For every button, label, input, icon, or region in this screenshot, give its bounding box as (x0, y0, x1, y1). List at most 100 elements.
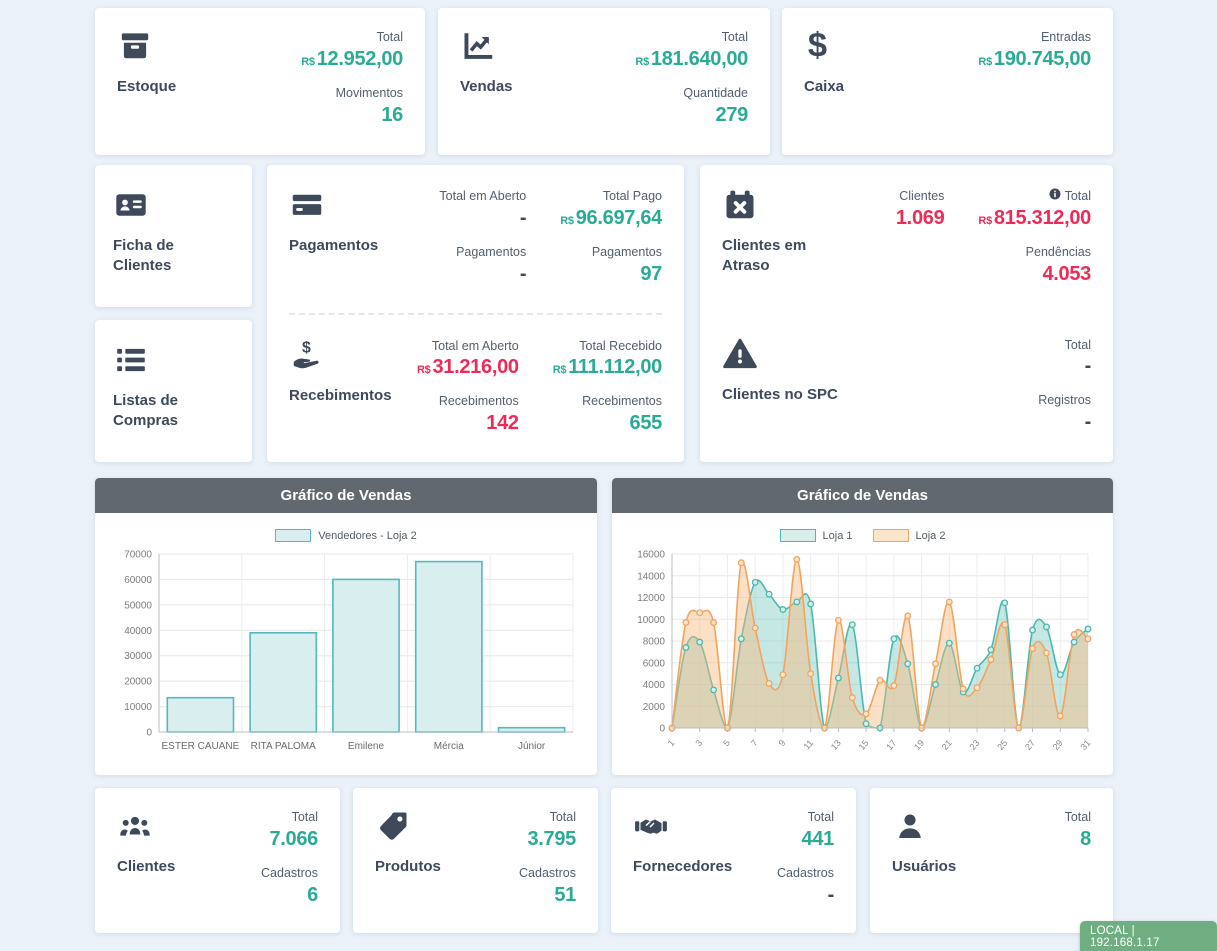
stat-value: 3.795 (527, 827, 576, 850)
card-title: Clientes (117, 858, 176, 875)
stat-movimentos: Movimentos 16 (335, 85, 404, 126)
stat-value: 441 (801, 827, 835, 850)
card-fornecedores[interactable]: Fornecedores Total 441 Cadastros - (611, 788, 856, 933)
stat-value: R$ 31.216,00 (416, 356, 519, 379)
stat-total: Total 8 (1064, 810, 1092, 850)
card-title: Listas de Compras (113, 392, 179, 429)
svg-text:50000: 50000 (124, 600, 152, 611)
svg-text:13: 13 (828, 738, 842, 752)
users-icon (117, 808, 207, 844)
stat-cadastros: Cadastros 51 (519, 865, 576, 906)
stat-value: R$ 96.697,64 (560, 206, 662, 229)
stat-value: - (519, 206, 527, 229)
stat-pendencias: Pendências 4.053 (1025, 244, 1092, 285)
svg-text:6000: 6000 (642, 658, 665, 669)
list-icon (113, 342, 234, 378)
stat-clientes: Clientes 1.069 (895, 189, 945, 229)
legend-swatch (779, 529, 816, 542)
card-estoque[interactable]: Estoque Total R$ 12.952,00 Movimentos 16 (95, 8, 425, 155)
card-title: Caixa (804, 78, 845, 95)
stat-value: - (1084, 411, 1092, 433)
legend-item: Loja 2 (872, 529, 946, 542)
svg-text:ESTER CAUANE: ESTER CAUANE (162, 741, 240, 752)
svg-text:23: 23 (967, 738, 981, 752)
card-title: Pagamentos (289, 237, 379, 254)
stat-total-em-aberto: Total em Aberto R$ 31.216,00 (416, 338, 519, 379)
svg-text:Júnior: Júnior (518, 741, 546, 752)
stat-pagamentos-count: Pagamentos 97 (591, 244, 662, 285)
legend-label: Loja 1 (822, 529, 853, 542)
stat-value: 6 (307, 883, 318, 906)
svg-text:9: 9 (776, 738, 787, 748)
handshake-icon (633, 808, 743, 844)
svg-text:70000: 70000 (124, 550, 152, 561)
info-icon (1049, 187, 1061, 206)
id-card-icon (113, 187, 234, 223)
section-recebimentos: $ Recebimentos Total em Aberto R$ 31.216,… (289, 315, 662, 463)
card-clientes[interactable]: Clientes Total 7.066 Cadastros 6 (95, 788, 340, 933)
card-title: Usuários (892, 858, 957, 875)
card-title: Estoque (117, 78, 177, 95)
svg-text:10000: 10000 (124, 702, 152, 713)
stat-value: 655 (629, 412, 663, 434)
svg-text:5: 5 (721, 738, 732, 748)
legend-item: Loja 1 (779, 529, 853, 542)
card-pagamentos-recebimentos[interactable]: Pagamentos Total em Aberto - Pagamentos … (267, 165, 684, 462)
bar-chart: 0 10000 20000 30000 40000 50000 60000 70000 ESTE… (124, 550, 574, 752)
svg-text:40000: 40000 (124, 626, 152, 637)
hand-holding-dollar-icon: $ (289, 337, 407, 373)
stat-total-atraso: Total R$ 815.312,00 (978, 187, 1091, 231)
stat-value: 279 (715, 103, 749, 126)
local-badge: LOCAL | 192.168.1.17 (1080, 921, 1217, 951)
stat-value: 1.069 (895, 206, 945, 229)
card-usuarios[interactable]: Usuários Total 8 (870, 788, 1113, 933)
warning-icon (722, 336, 840, 372)
card-caixa[interactable]: $ Caixa Entradas R$ 190.745,00 (782, 8, 1113, 155)
section-pagamentos: Pagamentos Total em Aberto - Pagamentos … (289, 165, 662, 313)
stat-total: Total R$ 12.952,00 (301, 30, 403, 70)
legend-label: Loja 2 (915, 529, 946, 542)
stat-total: Total 7.066 (269, 810, 318, 850)
stat-cadastros: Cadastros 6 (261, 865, 318, 906)
stat-value: - (827, 883, 835, 906)
card-title: Recebimentos (289, 386, 392, 404)
calendar-x-icon (722, 187, 852, 223)
stat-total-pago: Total Pago R$ 96.697,64 (560, 189, 662, 229)
divider (289, 312, 662, 315)
stat-value: 7.066 (269, 827, 318, 850)
stat-label: Total (1049, 187, 1091, 206)
legend-swatch (872, 529, 909, 542)
svg-text:Emilene: Emilene (348, 741, 385, 752)
stat-value: 97 (640, 262, 662, 285)
card-vendas[interactable]: Vendas Total R$ 181.640,00 Quantidade 279 (438, 8, 770, 155)
chart-card-vendedores: Gráfico de Vendas Vendedores - Loja 2 0 1… (95, 478, 597, 775)
svg-text:25: 25 (995, 738, 1009, 752)
svg-text:0: 0 (659, 724, 665, 735)
chart-legend: Loja 1 Loja 2 (620, 529, 1105, 542)
stat-value: 142 (486, 412, 519, 434)
svg-text:7: 7 (748, 738, 759, 748)
section-clientes-em-atraso: Clientes em Atraso Clientes 1.069 Total (722, 165, 1091, 314)
stat-entradas: Entradas R$ 190.745,00 (978, 30, 1091, 70)
svg-text:17: 17 (884, 738, 898, 752)
card-produtos[interactable]: Produtos Total 3.795 Cadastros 51 (353, 788, 598, 933)
stat-value: - (1084, 355, 1092, 378)
card-atraso-spc[interactable]: Clientes em Atraso Clientes 1.069 Total (700, 165, 1113, 462)
svg-text:11: 11 (801, 738, 815, 752)
card-ficha-de-clientes[interactable]: Ficha de Clientes (95, 165, 252, 307)
stat-value: R$ 815.312,00 (978, 206, 1091, 229)
svg-text:12000: 12000 (637, 593, 665, 604)
chart-line-icon (460, 28, 578, 64)
stat-total-em-aberto: Total em Aberto - (439, 189, 527, 229)
section-clientes-no-spc: Clientes no SPC Total - Registros - (722, 314, 1091, 463)
card-title: Ficha de Clientes (113, 237, 174, 274)
card-listas-de-compras[interactable]: Listas de Compras (95, 320, 252, 462)
svg-text:21: 21 (939, 738, 953, 752)
chart-header: Gráfico de Vendas (612, 478, 1113, 513)
credit-card-icon (289, 187, 407, 223)
stat-value: R$ 181.640,00 (635, 47, 748, 70)
stat-total: Total R$ 181.640,00 (635, 30, 748, 70)
chart-title: Gráfico de Vendas (797, 487, 928, 504)
